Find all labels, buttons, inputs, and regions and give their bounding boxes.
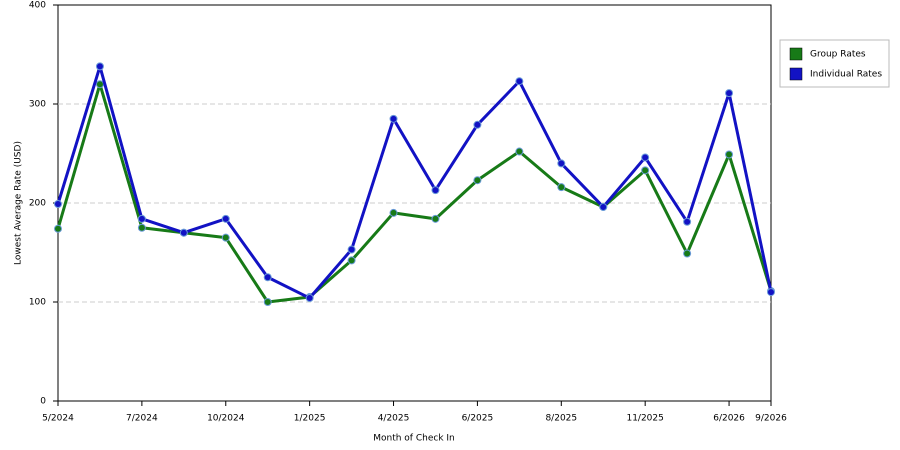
legend-label: Group Rates [810, 50, 866, 60]
legend-swatch [789, 67, 803, 81]
x-tick-label: 9/2026 [755, 414, 787, 424]
point [641, 166, 650, 175]
point [54, 199, 62, 208]
point [683, 217, 692, 226]
series-line [56, 82, 773, 304]
point [599, 202, 608, 211]
x-tick-label: 6/2025 [462, 414, 494, 424]
point [557, 183, 566, 192]
y-tick-label: 300 [29, 100, 46, 110]
point [263, 273, 272, 282]
x-tick-label: 1/2025 [294, 414, 326, 424]
y-tick-label: 100 [29, 298, 46, 308]
x-tick-label: 11/2025 [626, 414, 663, 424]
point [95, 62, 104, 71]
x-tick-label: 7/2024 [126, 414, 158, 424]
point [557, 159, 566, 168]
point [515, 77, 524, 86]
point [221, 214, 230, 223]
point [725, 150, 734, 159]
x-tick-label: 4/2025 [378, 414, 410, 424]
point [347, 245, 356, 254]
point [473, 120, 482, 129]
point [641, 153, 650, 162]
point [305, 294, 314, 303]
point [515, 147, 524, 156]
point [137, 223, 146, 232]
x-tick-label: 5/2024 [42, 414, 74, 424]
point [683, 249, 692, 258]
point [389, 208, 398, 217]
y-tick-label: 0 [40, 397, 46, 407]
point [431, 186, 440, 195]
point [95, 80, 104, 89]
point [389, 114, 398, 123]
point [347, 256, 356, 265]
point [431, 214, 440, 223]
point [767, 288, 775, 297]
point [221, 233, 230, 242]
x-tick-label: 10/2024 [207, 414, 245, 424]
point [263, 298, 272, 306]
y-tick-label: 200 [29, 199, 46, 209]
y-axis-title: Lowest Average Rate (USD) [14, 141, 24, 265]
point [473, 176, 482, 185]
x-axis-title: Month of Check In [373, 434, 455, 444]
point [725, 89, 734, 98]
point [54, 224, 62, 233]
legend-swatch [789, 47, 803, 61]
point [137, 214, 146, 223]
x-tick-label: 8/2025 [545, 414, 577, 424]
series-line [56, 64, 773, 300]
legend-label: Individual Rates [810, 70, 882, 80]
x-tick-label: 6/2026 [713, 414, 745, 424]
point [179, 228, 188, 237]
y-tick-label: 400 [29, 1, 46, 11]
